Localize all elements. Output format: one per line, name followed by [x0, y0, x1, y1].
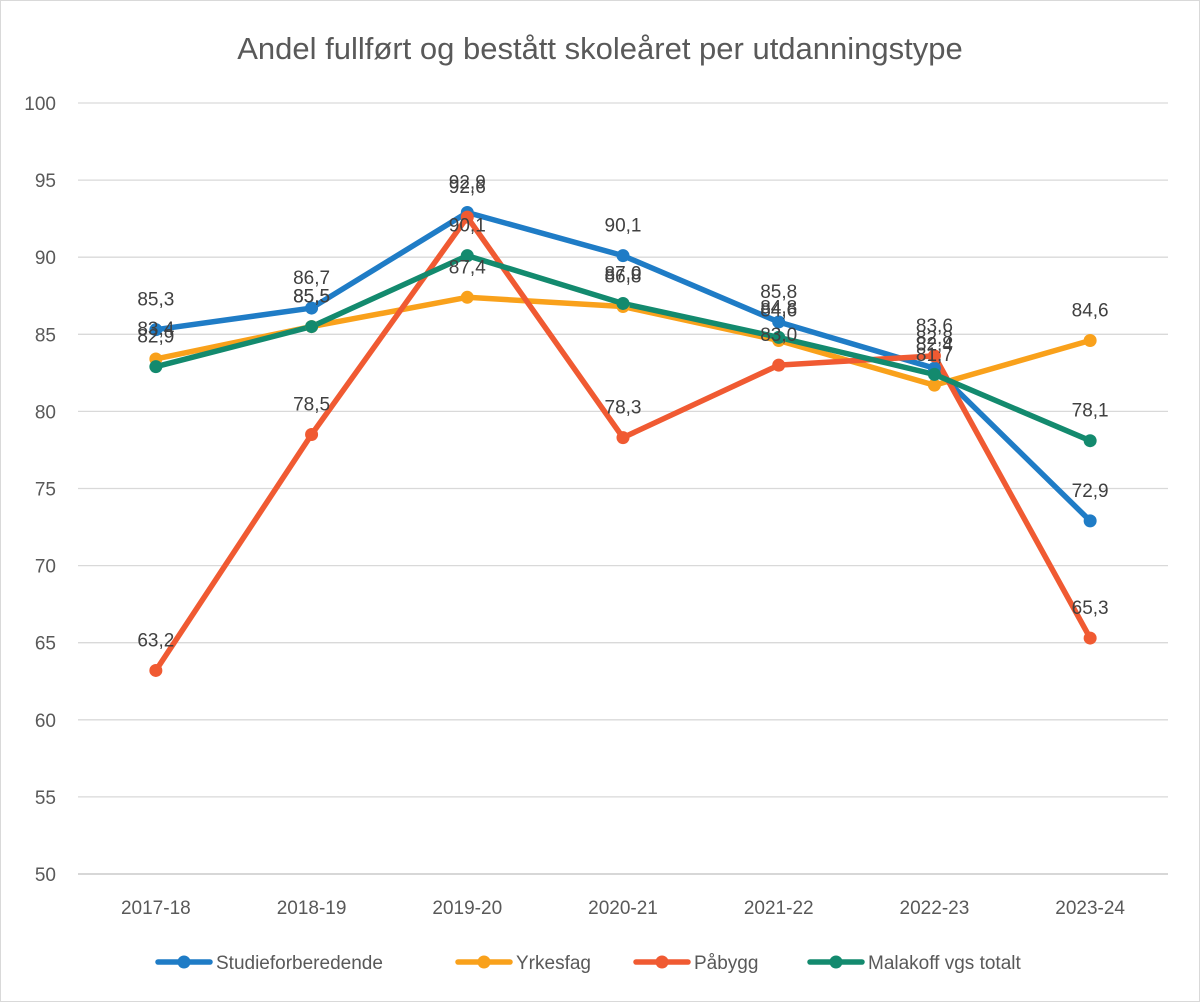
data-label: 86,7 — [293, 268, 330, 289]
x-tick-label: 2019-20 — [432, 898, 502, 919]
series-markers — [149, 205, 1097, 677]
data-label: 78,3 — [605, 398, 642, 419]
data-label: 78,1 — [1072, 401, 1109, 422]
legend-swatch-marker — [177, 955, 191, 969]
data-label: 84,8 — [760, 297, 797, 318]
data-label: 85,8 — [760, 282, 797, 303]
data-label: 85,5 — [293, 287, 330, 308]
data-point — [305, 428, 319, 442]
data-label: 82,8 — [916, 328, 953, 349]
legend-label: Yrkesfag — [516, 953, 591, 974]
data-labels: 85,3 86,7 92,9 90,1 85,8 82,8 72,9 83,4 85,5 87,4… — [137, 172, 1108, 651]
legend-swatch-marker — [477, 955, 491, 969]
data-label: 92,9 — [449, 172, 486, 193]
data-label: 82,9 — [137, 327, 174, 348]
legend-item: Studieforberedende — [155, 953, 383, 974]
legend-label: Studieforberedende — [216, 953, 383, 974]
y-tick-label: 95 — [35, 171, 56, 192]
x-tick-label: 2023-24 — [1055, 898, 1125, 919]
data-label: 65,3 — [1072, 598, 1109, 619]
data-label: 83,6 — [916, 316, 953, 337]
data-label: 85,5 — [293, 287, 330, 308]
data-point — [616, 296, 630, 310]
x-tick-label: 2018-19 — [277, 898, 347, 919]
y-tick-label: 90 — [35, 248, 56, 269]
legend: Studieforberedende Yrkesfag Påbygg Malakoff… — [155, 953, 1022, 974]
data-point — [149, 323, 163, 337]
data-label: 83,4 — [137, 319, 174, 340]
data-label: 78,5 — [293, 395, 330, 416]
y-tick-label: 100 — [24, 94, 56, 115]
data-point — [772, 315, 786, 329]
x-axis-tick-labels: 2017-18 2018-19 2019-20 2020-21 2021-22 2022-… — [121, 898, 1125, 919]
y-axis-tick-labels: 50 55 60 65 70 75 80 85 90 95 100 — [24, 94, 56, 886]
data-label: 86,8 — [605, 267, 642, 288]
data-point — [1083, 514, 1097, 528]
data-point — [927, 378, 941, 392]
data-point — [149, 663, 163, 677]
data-point — [1083, 631, 1097, 645]
data-point — [149, 360, 163, 374]
legend-item: Yrkesfag — [455, 953, 591, 974]
data-point — [460, 290, 474, 304]
data-point — [1083, 333, 1097, 347]
data-point — [772, 358, 786, 372]
data-label: 72,9 — [1072, 481, 1109, 502]
y-tick-label: 70 — [35, 557, 56, 578]
x-tick-label: 2020-21 — [588, 898, 658, 919]
data-point — [1083, 434, 1097, 448]
data-label: 85,3 — [137, 290, 174, 311]
x-tick-label: 2021-22 — [744, 898, 814, 919]
legend-swatch-marker — [829, 955, 843, 969]
data-point — [305, 301, 319, 315]
chart-title: Andel fullført og bestått skoleåret per … — [237, 31, 963, 66]
data-label: 83,0 — [760, 325, 797, 346]
data-label: 84,6 — [1072, 300, 1109, 321]
data-label: 90,1 — [605, 216, 642, 237]
data-label: 82,4 — [916, 334, 953, 355]
y-tick-label: 55 — [35, 788, 56, 809]
x-tick-label: 2022-23 — [900, 898, 970, 919]
data-label: 90,1 — [449, 216, 486, 237]
data-point — [616, 249, 630, 263]
data-point — [616, 431, 630, 445]
data-label: 81,7 — [916, 345, 953, 366]
y-tick-label: 50 — [35, 865, 56, 886]
legend-item: Påbygg — [633, 953, 758, 974]
y-tick-label: 65 — [35, 634, 56, 655]
data-label: 87,0 — [605, 263, 642, 284]
legend-item: Malakoff vgs totalt — [807, 953, 1022, 974]
legend-label: Påbygg — [694, 953, 758, 974]
y-tick-label: 85 — [35, 325, 56, 346]
legend-swatch-marker — [655, 955, 669, 969]
data-label: 87,4 — [449, 257, 486, 278]
y-tick-label: 80 — [35, 402, 56, 423]
data-point — [460, 249, 474, 263]
data-point — [460, 210, 474, 224]
data-label: 92,6 — [449, 177, 486, 198]
data-point — [927, 367, 941, 381]
legend-label: Malakoff vgs totalt — [868, 953, 1022, 974]
data-label: 84,6 — [760, 300, 797, 321]
x-tick-label: 2017-18 — [121, 898, 191, 919]
data-point — [772, 330, 786, 344]
data-label: 63,2 — [137, 630, 174, 651]
y-tick-label: 75 — [35, 480, 56, 501]
data-point — [305, 320, 319, 334]
data-point — [927, 349, 941, 363]
y-tick-label: 60 — [35, 711, 56, 732]
